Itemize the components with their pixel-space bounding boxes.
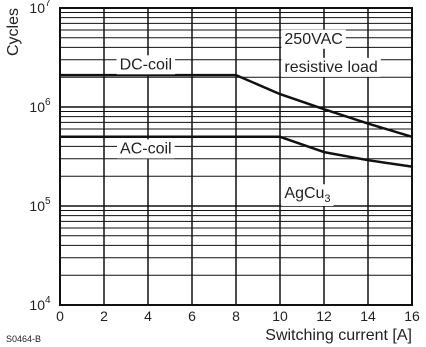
y-tick-exponent: 4 [45, 295, 51, 306]
x-tick-label: 14 [360, 308, 376, 324]
y-tick-label: 104 [29, 295, 51, 313]
annotation-background [281, 184, 334, 206]
y-tick-exponent: 6 [45, 97, 51, 108]
x-tick-label: 0 [56, 308, 64, 324]
annotation-background [281, 57, 381, 77]
x-tick-label: 2 [100, 308, 108, 324]
x-tick-label: 4 [144, 308, 152, 324]
y-tick-exponent: 5 [45, 196, 51, 207]
y-axis-title: Cycles [5, 8, 22, 56]
annotation-text: AgCu3 [284, 185, 330, 205]
y-tick-label: 106 [29, 97, 51, 115]
y-tick-base: 10 [29, 0, 45, 16]
y-tick-base: 10 [29, 198, 45, 214]
series-label-ac-coil: AC-coil [120, 140, 172, 157]
series-line-ac-coil [60, 135, 413, 168]
series-lines [60, 73, 413, 168]
y-tick-exponent: 7 [45, 0, 51, 9]
label-background [117, 139, 175, 159]
x-tick-label: 8 [232, 308, 240, 324]
annotation-background [281, 29, 346, 49]
y-tick-label: 107 [29, 0, 51, 16]
x-axis-title: Switching current [A] [265, 327, 412, 344]
annotation-subscript: 3 [324, 193, 330, 205]
series-label-dc-coil: DC-coil [120, 56, 172, 73]
label-background [116, 55, 176, 75]
grid [59, 8, 413, 306]
y-tick-base: 10 [29, 99, 45, 115]
series-line-dc-coil [60, 73, 413, 138]
x-tick-label: 6 [188, 308, 196, 324]
y-tick-label: 105 [29, 196, 51, 214]
annotations: 250VAC resistive load AgCu3 [281, 29, 381, 206]
x-tick-label: 16 [404, 308, 420, 324]
annotation-text: 250VAC [284, 31, 342, 48]
annotation-main: AgCu [284, 185, 324, 202]
y-tick-base: 10 [29, 297, 45, 313]
plot-frame [59, 7, 413, 306]
x-tick-label: 12 [316, 308, 332, 324]
x-tick-labels: 0 2 4 6 8 10 12 14 16 [56, 308, 420, 324]
x-tick-label: 10 [272, 308, 288, 324]
series-labels: DC-coil AC-coil [116, 55, 176, 159]
figure-code: S0464-B [6, 334, 41, 344]
annotation-text: resistive load [284, 59, 377, 76]
